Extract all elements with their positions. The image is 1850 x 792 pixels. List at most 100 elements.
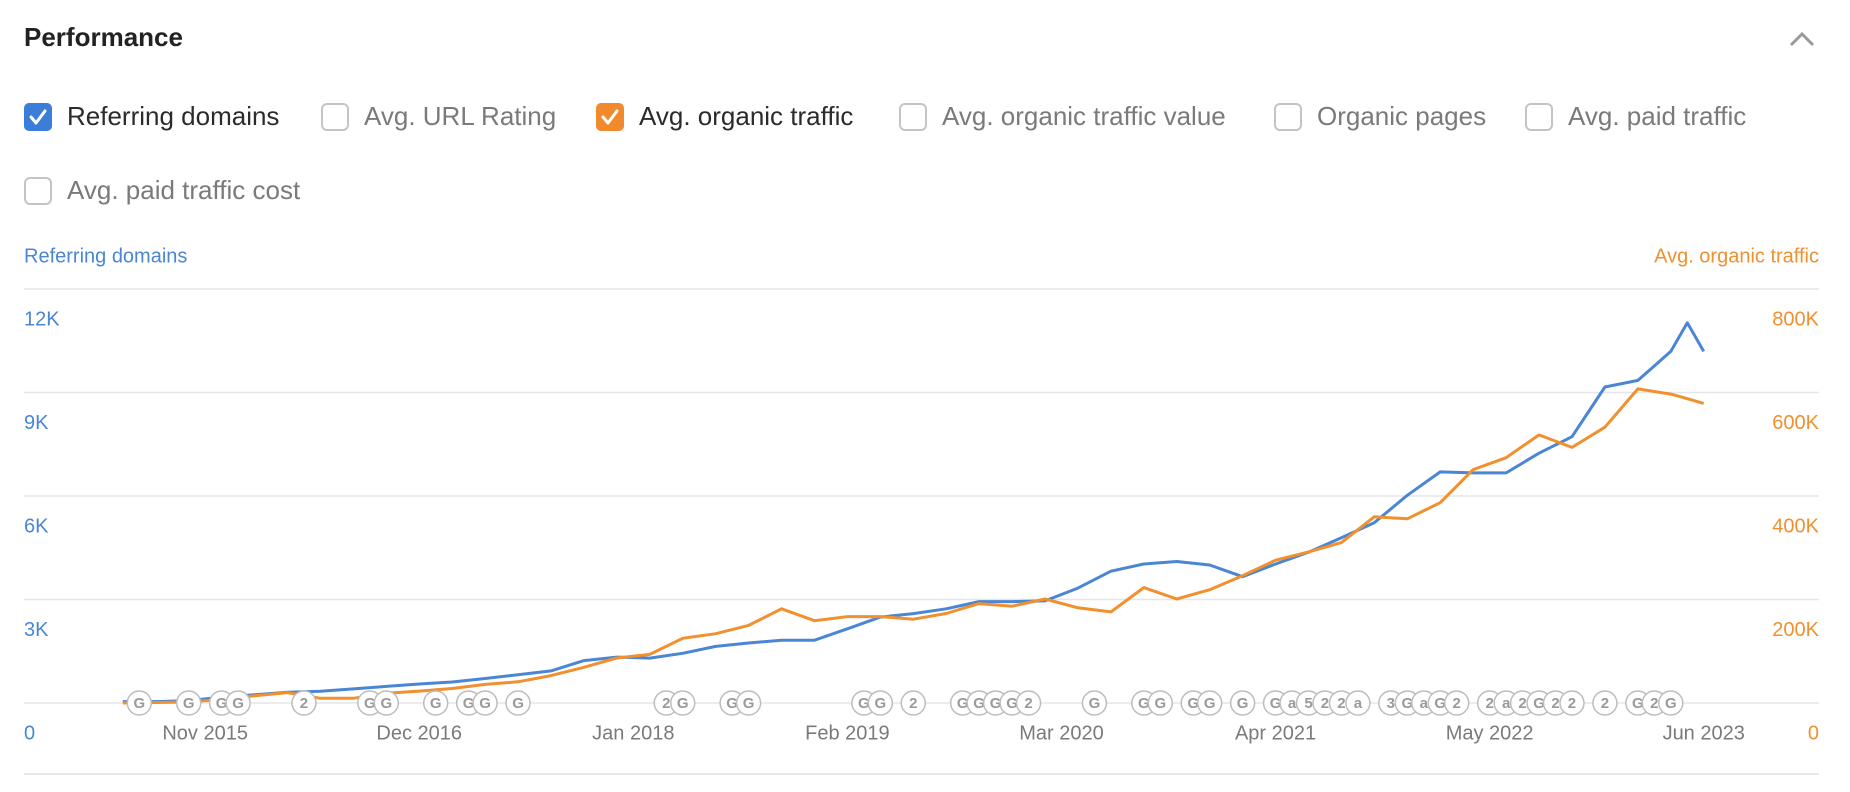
event-marker-label: G xyxy=(133,695,145,712)
event-marker-label: G xyxy=(1434,695,1446,712)
event-marker-label: 5 xyxy=(1304,695,1312,712)
y2-tick-label: 600K xyxy=(1772,412,1819,434)
event-marker-label: a xyxy=(1354,695,1363,712)
event-marker[interactable] xyxy=(1081,690,1108,716)
checkbox[interactable] xyxy=(1525,103,1553,131)
event-marker-label: a xyxy=(1420,695,1429,712)
event-marker-label: G xyxy=(512,695,524,712)
checkbox-checked[interactable] xyxy=(24,103,52,131)
event-marker-label: G xyxy=(463,695,475,712)
event-marker[interactable] xyxy=(126,690,153,716)
checkmark xyxy=(29,109,47,125)
event-marker-label: 2 xyxy=(909,695,917,712)
checkbox-label[interactable]: Referring domains xyxy=(67,101,279,131)
event-marker-label: G xyxy=(430,695,442,712)
series-line xyxy=(122,387,1705,705)
event-marker-label: G xyxy=(1089,695,1101,712)
event-marker-label: G xyxy=(743,695,755,712)
checkbox[interactable] xyxy=(321,103,349,131)
event-marker-label: G xyxy=(380,695,392,712)
checkbox-label[interactable]: Avg. organic traffic xyxy=(639,101,853,131)
event-marker[interactable] xyxy=(1345,690,1371,716)
event-marker[interactable] xyxy=(1229,690,1256,716)
checkbox-label[interactable]: Organic pages xyxy=(1317,101,1486,131)
event-marker-label: G xyxy=(858,695,870,712)
event-marker[interactable] xyxy=(735,690,762,716)
checkmark xyxy=(601,109,619,125)
y2-axis-title: Avg. organic traffic xyxy=(1654,245,1819,267)
event-marker-label: a xyxy=(1288,695,1297,712)
event-marker-label: G xyxy=(216,695,228,712)
event-marker[interactable] xyxy=(1559,690,1585,716)
event-marker[interactable] xyxy=(373,690,400,716)
event-marker[interactable] xyxy=(1592,690,1618,716)
event-marker-label: G xyxy=(1138,695,1150,712)
event-marker[interactable] xyxy=(291,690,317,716)
event-marker[interactable] xyxy=(900,690,927,716)
y-tick-label: 6K xyxy=(24,515,49,537)
event-marker-label: 2 xyxy=(1551,695,1559,712)
event-marker[interactable] xyxy=(422,690,449,716)
event-marker-label: G xyxy=(1237,695,1249,712)
event-marker[interactable] xyxy=(1443,690,1470,716)
checkbox-label[interactable]: Avg. URL Rating xyxy=(364,101,556,131)
event-marker-label: 2 xyxy=(1337,695,1345,712)
event-marker[interactable] xyxy=(505,690,531,716)
x-tick-label: Apr 2021 xyxy=(1235,722,1316,744)
event-marker-label: G xyxy=(479,695,491,712)
event-marker-label: 2 xyxy=(1601,695,1609,712)
event-marker-label: 3 xyxy=(1387,695,1395,712)
event-marker-label: G xyxy=(1533,695,1545,712)
event-marker-label: 2 xyxy=(300,695,308,712)
event-marker-label: G xyxy=(1006,695,1018,712)
event-marker-label: 2 xyxy=(662,695,670,712)
checkbox[interactable] xyxy=(24,177,52,205)
event-marker-label: 2 xyxy=(1024,695,1032,712)
event-marker[interactable] xyxy=(1015,690,1042,716)
checkbox-label[interactable]: Avg. paid traffic cost xyxy=(67,175,301,205)
x-tick-label: Jan 2018 xyxy=(592,722,674,744)
checkbox[interactable] xyxy=(1274,103,1302,131)
event-marker-label: G xyxy=(1401,695,1413,712)
x-tick-label: Nov 2015 xyxy=(162,722,248,744)
collapse-chevron[interactable] xyxy=(1789,31,1815,47)
event-marker[interactable] xyxy=(472,690,498,716)
y2-tick-label: 200K xyxy=(1772,619,1819,641)
event-marker[interactable] xyxy=(1658,690,1684,716)
event-marker-label: G xyxy=(1204,695,1216,712)
event-marker-label: G xyxy=(990,695,1002,712)
event-marker-label: 2 xyxy=(1453,695,1461,712)
event-marker[interactable] xyxy=(1147,690,1174,716)
event-marker-label: G xyxy=(1187,695,1199,712)
event-marker[interactable] xyxy=(1196,690,1223,716)
y2-tick-label: 0 xyxy=(1808,722,1819,744)
event-marker-label: a xyxy=(1502,695,1511,712)
y2-tick-label: 800K xyxy=(1772,308,1819,330)
event-marker-label: G xyxy=(973,695,985,712)
x-tick-label: Mar 2020 xyxy=(1019,722,1104,744)
event-marker[interactable] xyxy=(225,690,251,716)
panel-title: Performance xyxy=(24,22,183,52)
y2-tick-label: 400K xyxy=(1772,515,1819,537)
event-marker-label: G xyxy=(1665,695,1677,712)
checkbox[interactable] xyxy=(899,103,927,131)
y-axis-title: Referring domains xyxy=(24,245,187,267)
event-marker[interactable] xyxy=(669,690,696,716)
event-marker[interactable] xyxy=(867,690,894,716)
event-marker-label: 2 xyxy=(1485,695,1493,712)
checkbox-label[interactable]: Avg. organic traffic value xyxy=(942,101,1226,131)
x-tick-label: Jun 2023 xyxy=(1663,722,1745,744)
series-line xyxy=(122,321,1706,704)
event-marker[interactable] xyxy=(175,690,202,716)
event-marker-label: G xyxy=(957,695,969,712)
event-marker-label: G xyxy=(232,695,244,712)
event-marker-label: 2 xyxy=(1650,695,1658,712)
event-marker-label: 2 xyxy=(1321,695,1329,712)
event-marker-label: 2 xyxy=(1518,695,1526,712)
event-marker-label: 2 xyxy=(1568,695,1576,712)
checkbox-label[interactable]: Avg. paid traffic xyxy=(1568,101,1746,131)
event-marker-label: G xyxy=(1154,695,1166,712)
y-tick-label: 0 xyxy=(24,722,35,744)
checkbox-checked[interactable] xyxy=(596,103,624,131)
